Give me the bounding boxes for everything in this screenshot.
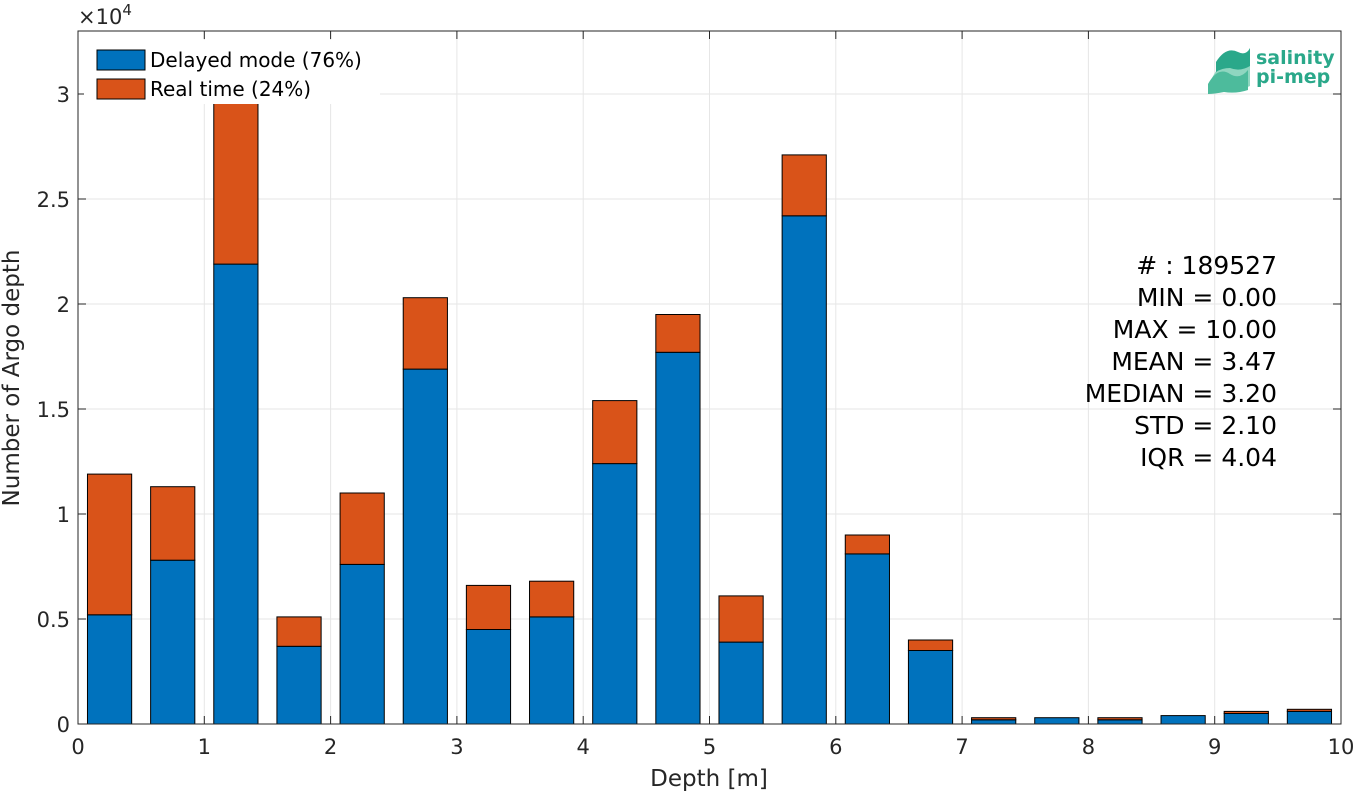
x-tick-label: 3 — [450, 735, 463, 759]
y-tick-label: 2 — [57, 293, 70, 317]
x-tick-label: 1 — [198, 735, 211, 759]
bar-delayed-mode — [276, 645, 322, 725]
y-tick-label: 1 — [57, 503, 70, 527]
x-tick-label: 9 — [1208, 735, 1221, 759]
bar-delayed-mode — [907, 650, 954, 725]
y-exponent-power: 4 — [122, 1, 132, 19]
bar-real-time — [844, 534, 890, 555]
legend-swatch-delayed — [96, 49, 146, 71]
bar-delayed-mode — [655, 351, 701, 725]
bar-real-time — [971, 717, 1017, 721]
bar-delayed-mode — [1223, 713, 1269, 725]
y-tick-label: 0 — [57, 713, 70, 737]
bar-delayed-mode — [529, 616, 575, 725]
statistics-box: # : 189527 MIN = 0.00 MAX = 10.00 MEAN = 3.… — [1085, 251, 1277, 472]
bar-delayed-mode — [1034, 717, 1080, 725]
bar-real-time — [150, 486, 196, 561]
x-tick-label: 0 — [71, 735, 84, 759]
bar-real-time — [339, 492, 385, 565]
legend: Delayed mode (76%) Real time (24%) — [84, 40, 380, 104]
y-tick-label: 2.5 — [37, 188, 70, 212]
logo-line2: pi-mep — [1256, 66, 1330, 88]
x-tick-label: 5 — [703, 735, 716, 759]
stats-line: MAX = 10.00 — [1113, 315, 1277, 344]
grid-lines — [78, 31, 1341, 724]
stats-line: # : 189527 — [1136, 251, 1277, 280]
logo-line1: salinity — [1256, 47, 1335, 69]
bar-real-time — [718, 595, 764, 643]
x-tick-label: 10 — [1328, 735, 1355, 759]
bar-delayed-mode — [465, 629, 512, 725]
stats-line: MEAN = 3.47 — [1111, 347, 1277, 376]
bar-delayed-mode — [402, 368, 448, 725]
stats-line: MEDIAN = 3.20 — [1085, 379, 1277, 408]
bar-real-time — [1286, 708, 1333, 712]
x-tick-label: 7 — [955, 735, 968, 759]
bar-delayed-mode — [971, 719, 1017, 725]
bar-real-time — [529, 580, 575, 618]
bar-real-time — [402, 297, 448, 370]
legend-label-delayed: Delayed mode (76%) — [150, 48, 362, 72]
bar-delayed-mode — [339, 563, 385, 725]
y-exponent-label: ×104 — [78, 1, 132, 29]
bars — [86, 41, 1333, 725]
axis-ticks: 0 1 2 3 4 5 6 7 8 9 10 0 0.5 1 1.5 2 2.5 3 — [37, 31, 1355, 759]
x-tick-label: 2 — [324, 735, 337, 759]
bar-real-time — [86, 473, 133, 616]
y-axis-label: Number of Argo depth — [0, 250, 25, 507]
x-axis-label: Depth [m] — [650, 766, 768, 792]
stats-line: STD = 2.10 — [1134, 411, 1277, 440]
bar-real-time — [781, 154, 827, 217]
stats-line: IQR = 4.04 — [1140, 443, 1277, 472]
bar-real-time — [1223, 710, 1269, 715]
stats-line: MIN = 0.00 — [1137, 283, 1277, 312]
bar-delayed-mode — [86, 614, 133, 725]
bar-real-time — [465, 584, 512, 631]
bar-delayed-mode — [150, 559, 196, 725]
bar-real-time — [592, 400, 638, 465]
salinity-pi-mep-logo: salinity pi-mep — [1208, 47, 1335, 94]
bar-delayed-mode — [1097, 719, 1143, 725]
bar-delayed-mode — [718, 641, 764, 725]
bar-real-time — [276, 616, 322, 647]
wave-logo-icon — [1208, 48, 1250, 94]
bar-real-time — [907, 639, 954, 651]
bar-delayed-mode — [1286, 710, 1333, 725]
x-tick-label: 6 — [829, 735, 842, 759]
legend-swatch-realtime — [96, 78, 146, 100]
y-tick-label: 3 — [57, 83, 70, 107]
y-tick-label: 1.5 — [37, 398, 70, 422]
bar-delayed-mode — [844, 553, 890, 725]
bar-delayed-mode — [592, 463, 638, 725]
bar-real-time — [655, 314, 701, 353]
bar-delayed-mode — [1160, 715, 1206, 725]
bar-delayed-mode — [781, 215, 827, 725]
y-tick-label: 0.5 — [37, 608, 70, 632]
bar-real-time — [1097, 717, 1143, 721]
x-tick-label: 4 — [577, 735, 590, 759]
bar-delayed-mode — [213, 263, 259, 725]
legend-label-realtime: Real time (24%) — [150, 77, 311, 101]
x-tick-label: 8 — [1082, 735, 1095, 759]
